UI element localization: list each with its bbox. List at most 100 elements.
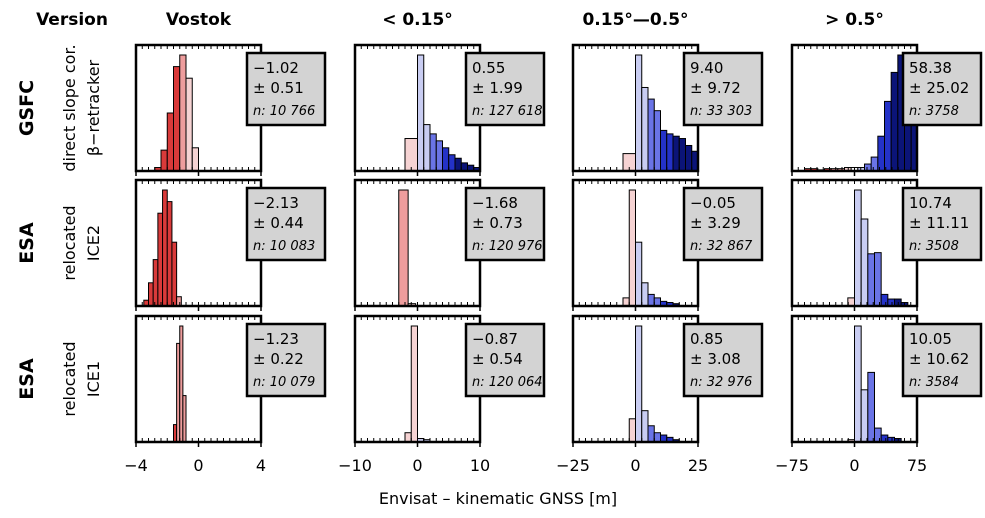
panel-frame [353, 178, 482, 308]
stat-sd: ± 9.72 [690, 79, 741, 97]
panel: 0.55 ± 1.99 n: 127 618 [353, 43, 546, 176]
stat-n: n: 10 766 [253, 104, 315, 119]
stat-mean: 0.85 [690, 330, 723, 348]
stat-mean: −1.23 [253, 330, 299, 348]
stat-mean: −0.87 [472, 330, 518, 348]
histogram-bar [182, 395, 187, 443]
stat-mean: 58.38 [909, 59, 952, 77]
histogram-bar [191, 147, 199, 172]
histogram-bar [653, 110, 661, 172]
histogram-bar [410, 325, 418, 443]
stats-box [464, 322, 546, 398]
x-tick-label: 75 [907, 456, 927, 475]
histogram-bar [404, 138, 418, 172]
stat-mean: −0.05 [690, 194, 736, 212]
stat-n: n: 10 079 [253, 375, 315, 390]
histogram-bar [417, 54, 425, 172]
stat-n: n: 32 867 [690, 239, 753, 254]
x-tick-label: −4 [124, 456, 148, 475]
stat-sd: ± 0.73 [472, 214, 523, 232]
version-header: Version [36, 10, 108, 30]
x-tick-label: 0 [193, 456, 203, 475]
row-sublabel-2: β−retracker [84, 59, 103, 156]
histogram-bar [185, 77, 193, 172]
stat-sd: ± 10.62 [909, 350, 969, 368]
stat-sd: ± 0.22 [253, 350, 304, 368]
histogram-bar [448, 154, 456, 172]
histogram-bar [635, 325, 643, 443]
histogram-bar [860, 218, 869, 307]
histogram-bar [653, 432, 661, 443]
stat-sd: ± 1.99 [472, 79, 523, 97]
x-tick-label: 0 [849, 456, 859, 475]
x-tick-label: 4 [256, 456, 266, 475]
histogram-bar [647, 293, 655, 307]
column-title: > 0.5° [825, 10, 884, 30]
histogram-bar [874, 427, 882, 443]
histogram-bar [173, 66, 181, 172]
panel: −1.23 ± 0.22 n: 10 079 [134, 314, 327, 447]
x-tick-label: 10 [470, 456, 490, 475]
panel: 9.40 ± 9.72 n: 33 303 [571, 43, 764, 176]
histogram-bar [890, 71, 899, 172]
stat-mean: −1.68 [472, 194, 518, 212]
panel: −0.87 ± 0.54 n: 120 064 [353, 314, 546, 447]
panel-frame [134, 314, 263, 444]
stat-mean: 0.55 [472, 59, 505, 77]
row-sublabel-1: relocated [60, 205, 79, 280]
histogram-bar [162, 189, 168, 307]
histogram-bar [870, 156, 879, 172]
panel: 10.74 ± 11.11 n: 3508 [790, 178, 983, 311]
panel: −1.68 ± 0.73 n: 120 976 [353, 178, 546, 311]
histogram-bar [628, 189, 636, 307]
x-tick-label: −25 [556, 456, 590, 475]
stats-box [464, 51, 546, 127]
stat-mean: 10.74 [909, 194, 952, 212]
histogram-bar [874, 252, 882, 307]
row-label: ESA [16, 222, 38, 264]
histogram-bar [877, 135, 886, 172]
row-label: ESA [16, 358, 38, 400]
x-tick-label: 0 [630, 456, 640, 475]
histogram-bar [423, 124, 431, 172]
stat-mean: −1.02 [253, 59, 299, 77]
histogram-bar [442, 147, 450, 172]
histogram-bar [854, 189, 862, 307]
histogram-bar [672, 135, 680, 172]
stat-n: n: 33 303 [690, 104, 752, 119]
panel: 58.38 ± 25.02 n: 3758 [790, 43, 983, 176]
histogram-bar [884, 100, 892, 172]
panel: −0.05 ± 3.29 n: 32 867 [571, 178, 764, 311]
stat-mean: −2.13 [253, 194, 299, 212]
stats-box [245, 322, 327, 398]
x-tick-label: 25 [688, 456, 708, 475]
histogram-bar [152, 259, 159, 307]
x-tick-label: 0 [412, 456, 422, 475]
row-sublabel-2: ICE1 [84, 361, 103, 397]
histogram-bar [429, 133, 437, 172]
histogram-bar [660, 129, 668, 172]
histogram-bar [880, 293, 889, 307]
stats-box [682, 322, 764, 398]
stat-n: n: 32 976 [690, 375, 752, 390]
stats-box [901, 51, 983, 127]
histogram-bar [647, 98, 655, 172]
x-axis-label: Envisat – kinematic GNSS [m] [379, 489, 617, 508]
column-title: Vostok [166, 10, 232, 30]
histogram-bar [678, 138, 686, 172]
stats-box [464, 186, 546, 262]
row-sublabel-1: relocated [60, 341, 79, 416]
panel: 10.05 ± 10.62 n: 3584 [790, 314, 983, 447]
stats-box [245, 51, 327, 127]
histogram-bar [628, 418, 636, 443]
histogram-bar [854, 325, 862, 443]
histogram-bar [166, 201, 173, 307]
stat-mean: 9.40 [690, 59, 723, 77]
panel: −2.13 ± 0.44 n: 10 083 [134, 178, 327, 311]
stats-box [682, 186, 764, 262]
column-title: < 0.15° [382, 10, 453, 30]
histogram-bar [404, 432, 412, 443]
stat-sd: ± 3.29 [690, 214, 741, 232]
histogram-bar [647, 425, 655, 443]
histogram-bar [641, 86, 649, 172]
